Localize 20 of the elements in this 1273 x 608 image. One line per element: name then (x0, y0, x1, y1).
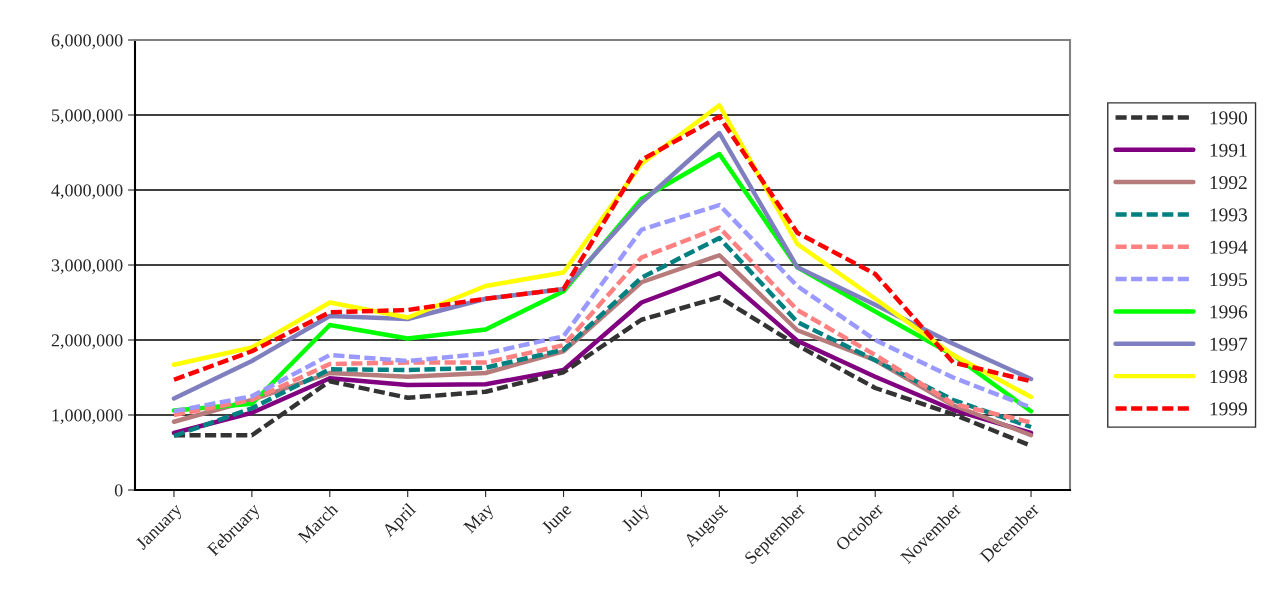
y-tick-label: 6,000,000 (51, 34, 123, 50)
legend-label: 1991 (1210, 143, 1247, 157)
legend-label: 1992 (1210, 176, 1247, 190)
legend-label: 1995 (1210, 273, 1248, 287)
legend-label: 1994 (1210, 240, 1248, 254)
y-tick-label: 1,000,000 (52, 409, 123, 425)
x-tick-label: June (540, 502, 573, 534)
y-tick-label: 5,000,000 (52, 109, 123, 125)
legend-label: 1999 (1210, 402, 1247, 416)
x-tick-label: July (620, 501, 654, 535)
y-tick-label: 2,000,000 (51, 334, 123, 350)
y-tick-label: 0 (114, 484, 123, 497)
y-tick-label: 3,000,000 (51, 259, 123, 275)
legend-label: 1998 (1210, 369, 1248, 384)
y-tick-label: 4,000,000 (51, 184, 123, 200)
x-tick-label: May (463, 502, 498, 537)
legend-label: 1996 (1210, 305, 1248, 319)
legend-label: 1993 (1210, 208, 1248, 222)
legend-label: 1997 (1210, 337, 1248, 351)
legend-label: 1990 (1210, 111, 1248, 125)
